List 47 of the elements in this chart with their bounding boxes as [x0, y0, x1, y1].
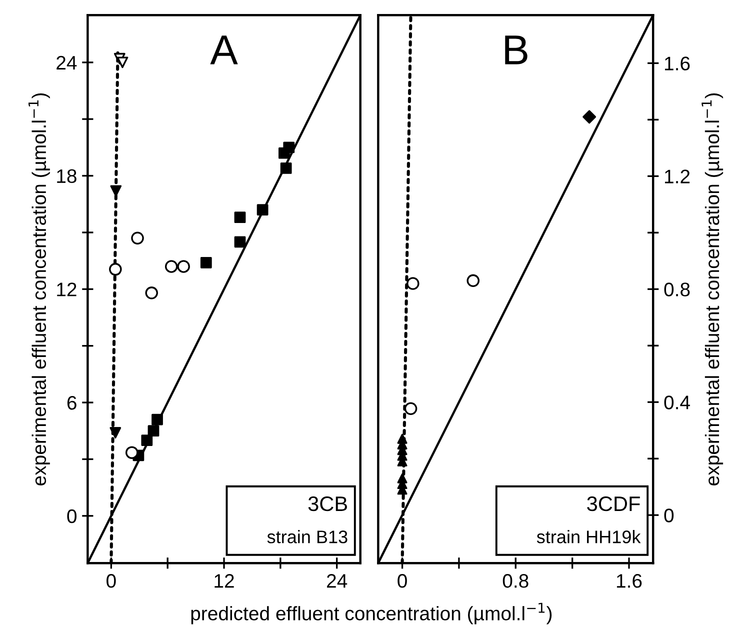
y-tick-label: 24 [56, 56, 77, 70]
y-tick-label: 1.6 [664, 56, 690, 70]
y-tick-label: 18 [57, 169, 76, 184]
x-tick-label: 12 [214, 574, 234, 588]
point [148, 425, 160, 437]
y-tick-label: 1.2 [664, 170, 690, 184]
point [116, 56, 128, 68]
point [152, 414, 163, 426]
point [234, 212, 246, 224]
point [406, 277, 420, 290]
y-axis-title: experimental effluent concentration (µmol.l$^{−1}$) [28, 93, 50, 486]
point [280, 162, 292, 174]
point [200, 256, 212, 268]
x-axis-title: predicted effluent concentration (µmol.l$^{−1}$) [191, 602, 552, 624]
point [110, 427, 122, 438]
y-tick-label: 12 [57, 282, 76, 296]
point [234, 236, 246, 248]
point [404, 402, 418, 416]
y-tick-label: 0.8 [664, 282, 690, 296]
annotation: A [210, 36, 238, 64]
point [582, 110, 596, 124]
point [256, 204, 268, 216]
point [110, 185, 122, 197]
x-tick-label: 1.6 [616, 574, 642, 588]
annotation: 3CB [308, 496, 347, 512]
annotation: strain HH19k [536, 530, 641, 544]
annotation: 3CDF [587, 496, 640, 512]
point [177, 260, 190, 273]
point [131, 232, 144, 245]
annotation: B [505, 36, 528, 64]
point [125, 446, 138, 459]
point [283, 142, 295, 154]
y-tick-label: 0 [664, 508, 674, 522]
y-axis-title: experimental effluent concentration (µmol.l$^{−1}$) [702, 93, 724, 486]
point [164, 260, 178, 273]
point [145, 286, 158, 300]
y-tick-label: 6 [67, 396, 76, 410]
x-tick-label: 0.8 [502, 574, 528, 588]
point [109, 262, 122, 276]
point [141, 434, 153, 446]
x-tick-label: 0 [106, 574, 116, 588]
y-tick-label: 0 [67, 509, 76, 524]
x-tick-label: 24 [327, 574, 348, 588]
annotation: strain B13 [267, 530, 348, 544]
y-tick-label: 0.4 [664, 396, 690, 410]
point [466, 274, 480, 288]
x-tick-label: 0 [398, 574, 407, 588]
